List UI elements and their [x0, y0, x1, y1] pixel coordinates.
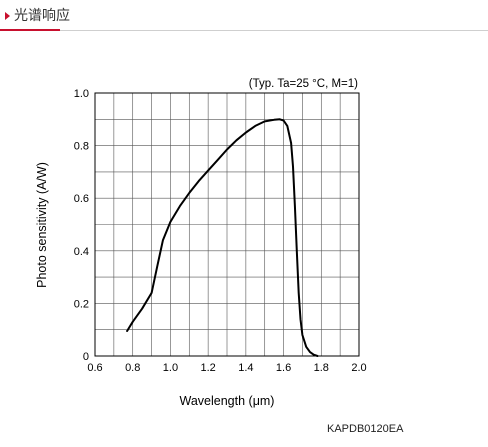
conditions-annotation: (Typ. Ta=25 °C, M=1) [249, 78, 358, 90]
x-tick-label: 2.0 [351, 362, 366, 374]
y-tick-label: 0.8 [74, 141, 89, 153]
plot-frame [94, 92, 360, 357]
grid [95, 93, 359, 356]
y-tick-labels: 0 0.2 0.4 0.6 0.8 1.0 [74, 88, 89, 363]
y-tick-label: 1.0 [74, 88, 89, 100]
x-tick-label: 0.8 [125, 362, 140, 374]
y-tick-label: 0.4 [74, 246, 89, 258]
section-title: 光谱响应 [14, 8, 70, 24]
y-axis-label: Photo sensitivity (A/W) [35, 162, 49, 288]
x-axis-label: Wavelength (μm) [180, 394, 275, 408]
y-tick-label: 0.2 [74, 298, 89, 310]
section-header: 光谱响应 [0, 0, 488, 32]
x-tick-label: 1.6 [276, 362, 291, 374]
figure-code: KAPDB0120EA [327, 423, 404, 435]
x-tick-label: 1.0 [163, 362, 178, 374]
header-accent-line [0, 29, 60, 31]
x-tick-labels: 0.6 0.8 1.0 1.2 1.4 1.6 1.8 2.0 [87, 362, 366, 374]
x-tick-label: 0.6 [87, 362, 102, 374]
x-tick-label: 1.2 [200, 362, 215, 374]
sensitivity-curve [126, 118, 319, 357]
y-tick-label: 0.6 [74, 193, 89, 205]
y-tick-label: 0 [83, 351, 89, 363]
triangle-bullet-icon [5, 12, 10, 20]
x-tick-label: 1.4 [238, 362, 253, 374]
header-divider [60, 30, 488, 31]
x-tick-label: 1.8 [314, 362, 329, 374]
